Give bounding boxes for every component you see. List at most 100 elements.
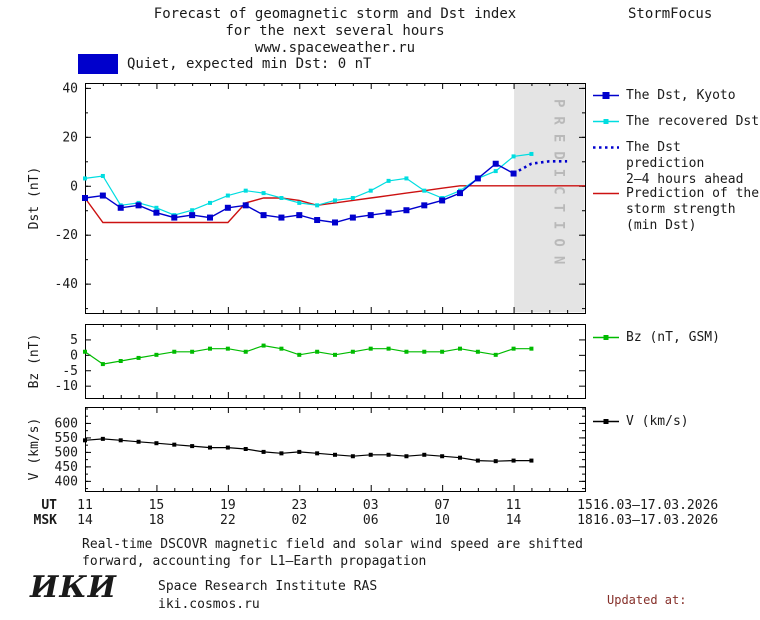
- series-marker-dst-kyoto: [367, 212, 374, 219]
- series-marker-dst-recovered: [368, 188, 373, 193]
- series-marker-bz-gsm: [190, 349, 195, 354]
- y-tick-label: 450: [55, 460, 78, 475]
- series-marker-dst-kyoto: [492, 160, 499, 167]
- title-line-2: for the next several hours: [225, 23, 445, 39]
- series-marker-bz-gsm: [118, 359, 123, 363]
- legend-label-line: 2–4 hours ahead: [626, 172, 744, 187]
- series-marker-dst-recovered: [190, 208, 195, 213]
- axis-row-label: UT: [41, 498, 57, 513]
- series-marker-solar-wind-speed: [493, 459, 498, 464]
- series-bz-gsm: [84, 344, 532, 365]
- dst-prediction-swatch: [593, 141, 619, 154]
- x-tick-label: 14: [77, 513, 93, 528]
- legend-item-v: V (km/s): [593, 414, 689, 430]
- legend-label-line: Bz (nT, GSM): [626, 330, 720, 345]
- series-marker-bz-gsm: [511, 346, 516, 351]
- brand-stormfocus: StormFocus: [628, 6, 713, 22]
- series-marker-bz-gsm: [243, 349, 248, 354]
- series-marker-dst-recovered: [279, 196, 284, 200]
- series-marker-bz-gsm: [440, 349, 445, 354]
- series-marker-bz-gsm: [475, 349, 480, 354]
- series-marker-dst-recovered: [208, 200, 212, 205]
- updated-block: Updated at: UT 11:05, 17.03.2026 MSK 14:…: [607, 563, 759, 620]
- series-marker-solar-wind-speed: [208, 445, 212, 450]
- y-tick-label: 500: [55, 445, 78, 460]
- axis-row-label: MSK: [34, 513, 58, 528]
- series-marker-dst-recovered: [100, 173, 105, 178]
- series-marker-bz-gsm: [208, 346, 212, 351]
- series-marker-solar-wind-speed: [333, 452, 337, 457]
- y-tick-label: -40: [55, 277, 78, 292]
- status-banner: Quiet, expected min Dst: 0 nT: [78, 54, 371, 74]
- series-marker-dst-kyoto: [207, 214, 213, 221]
- series-marker-dst-kyoto: [224, 204, 231, 211]
- x-tick-label: 22: [220, 513, 236, 528]
- series-marker-dst-recovered: [261, 191, 266, 196]
- series-marker-solar-wind-speed: [529, 458, 534, 463]
- institute-name: Space Research Institute RAS: [158, 579, 378, 594]
- panel-frame: [85, 407, 586, 492]
- legend-label: V (km/s): [626, 414, 689, 430]
- series-marker-solar-wind-speed: [100, 436, 105, 441]
- series-marker-dst-kyoto: [421, 202, 428, 209]
- series-marker-bz-gsm: [386, 346, 391, 351]
- prediction-band: [514, 83, 585, 313]
- legend-label: The recovered Dst: [626, 114, 759, 130]
- legend-item-dst-kyoto: The Dst, Kyoto: [593, 88, 736, 104]
- y-tick-label: 20: [62, 130, 78, 145]
- series-marker-dst-recovered: [315, 203, 320, 208]
- series-marker-solar-wind-speed: [440, 454, 445, 459]
- series-marker-solar-wind-speed: [243, 447, 248, 451]
- y-tick-label: -20: [55, 228, 78, 243]
- x-tick-label: 06: [363, 513, 379, 528]
- y-tick-label: 550: [55, 431, 78, 446]
- series-marker-solar-wind-speed: [475, 458, 480, 463]
- iki-logo: ИКИ: [30, 570, 117, 605]
- series-marker-solar-wind-speed: [83, 438, 87, 443]
- institute-block: Space Research Institute RAS iki.cosmos.…: [158, 578, 377, 614]
- y-axis-label-bz: Bz (nT): [27, 334, 42, 389]
- series-marker-dst-recovered: [83, 176, 87, 181]
- series-marker-dst-kyoto: [189, 212, 196, 219]
- x-tick-label: 02: [291, 513, 307, 528]
- legend-label: The Dst, Kyoto: [626, 88, 736, 104]
- series-marker-dst-kyoto: [99, 192, 106, 199]
- series-marker-bz-gsm: [297, 352, 302, 357]
- series-marker-dst-kyoto: [171, 214, 178, 221]
- x-tick-label: 10: [434, 513, 450, 528]
- series-marker-dst-kyoto: [260, 212, 267, 219]
- series-marker-dst-recovered: [386, 178, 391, 183]
- storm-prediction-swatch: [593, 187, 619, 200]
- x-tick-label: 18: [149, 513, 165, 528]
- series-marker-dst-recovered: [297, 200, 302, 205]
- legend-label: Bz (nT, GSM): [626, 330, 720, 346]
- quiet-level-swatch: [78, 54, 118, 74]
- site-url: www.spaceweather.ru: [254, 40, 416, 56]
- series-marker-dst-recovered: [350, 196, 355, 200]
- legend-label: Prediction of the storm strength (min Ds…: [626, 186, 759, 234]
- dst-kyoto-swatch: [593, 89, 619, 102]
- series-marker-bz-gsm: [333, 352, 337, 357]
- series-marker-solar-wind-speed: [422, 452, 427, 457]
- series-marker-bz-gsm: [154, 352, 159, 357]
- series-marker-dst-recovered: [511, 154, 516, 159]
- series-marker-dst-kyoto: [278, 214, 285, 221]
- legend-label-line: The Dst, Kyoto: [626, 88, 736, 103]
- series-solar-wind-speed: [84, 438, 532, 462]
- series-marker-solar-wind-speed: [297, 449, 302, 454]
- footer-note: Real-time DSCOVR magnetic field and sola…: [82, 536, 583, 570]
- series-marker-solar-wind-speed: [350, 454, 355, 459]
- x-tick-label: 07: [434, 498, 450, 513]
- series-marker-dst-recovered: [529, 151, 534, 156]
- series-marker-solar-wind-speed: [404, 454, 409, 459]
- series-marker-bz-gsm: [225, 346, 230, 351]
- series-marker-solar-wind-speed: [118, 438, 123, 443]
- panel-frame: [85, 324, 586, 399]
- recovered-dst-swatch: [593, 115, 619, 128]
- v-swatch: [593, 415, 619, 428]
- footer-line-2: forward, accounting for L1–Earth propaga…: [82, 554, 427, 569]
- series-marker-bz-gsm: [493, 352, 498, 357]
- legend-item-storm-prediction: Prediction of the storm strength (min Ds…: [593, 186, 759, 234]
- series-marker-solar-wind-speed: [190, 444, 195, 449]
- series-marker-bz-gsm: [315, 349, 320, 354]
